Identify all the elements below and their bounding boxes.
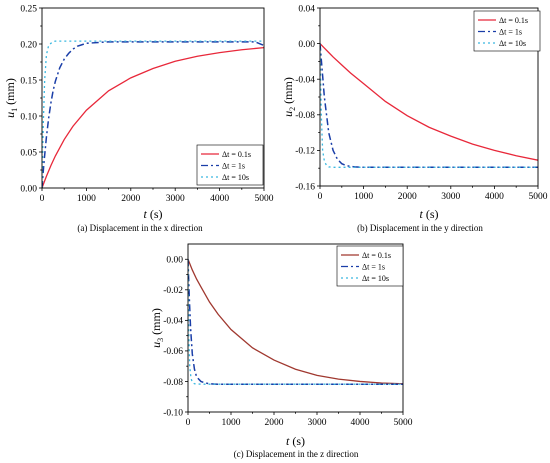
series-line-1 <box>320 43 538 161</box>
x-tick-label: 1000 <box>77 194 96 204</box>
y-axis-label: u1 (mm) <box>3 78 19 118</box>
x-axis-label: t (s) <box>419 207 438 221</box>
x-tick-label: 1000 <box>354 192 373 202</box>
legend: Δt = 0.1s Δt = 1s Δt = 10s <box>336 245 404 287</box>
y-tick-label: 0.05 <box>20 148 37 158</box>
y-tick-label: 0.00 <box>20 184 37 194</box>
y-tick-label: 0.00 <box>298 40 315 50</box>
panel-caption: (b) Displacement in the y direction <box>357 223 483 233</box>
y-tick-label: 0.25 <box>20 4 37 14</box>
x-tick-label: 0 <box>40 194 45 204</box>
y-tick-label: -0.04 <box>295 76 315 86</box>
legend-label-3: Δt = 10s <box>222 173 249 182</box>
series-line-2 <box>42 41 264 188</box>
series-line-2 <box>188 259 403 385</box>
y-tick-label: -0.02 <box>163 286 183 296</box>
chart-panel-1: 0 1000 2000 3000 4000 5000 0.00 0.05 0.10 0.15 0.2… <box>3 4 274 233</box>
x-tick-label: 5000 <box>394 418 413 428</box>
x-tick-label: 3000 <box>308 418 327 428</box>
y-axis-label: u3 (mm) <box>149 308 165 348</box>
chart-panel-3: 0 1000 2000 3000 4000 5000 -0.10 -0.08 -0.06 -0.0… <box>149 243 413 459</box>
x-axis-label: t (s) <box>286 434 305 448</box>
legend-label-2: Δt = 1s <box>499 27 522 36</box>
y-tick-label: 0.20 <box>20 40 37 50</box>
x-tick-label: 0 <box>186 418 191 428</box>
legend-label-2: Δt = 1s <box>362 262 385 271</box>
x-tick-label: 3000 <box>166 194 185 204</box>
y-tick-label: 0.15 <box>20 76 37 86</box>
legend-label-1: Δt = 0.1s <box>499 16 528 25</box>
x-tick-label: 4000 <box>485 192 504 202</box>
series-line-1 <box>42 46 264 188</box>
series-line-2 <box>320 43 538 169</box>
x-tick-label: 4000 <box>210 194 229 204</box>
legend-label-1: Δt = 0.1s <box>222 150 251 159</box>
legend: Δt = 0.1s Δt = 1s Δt = 10s <box>473 10 541 52</box>
y-tick-label: 0.04 <box>298 4 315 14</box>
legend-label-2: Δt = 1s <box>222 161 245 170</box>
series-line-1 <box>188 259 403 385</box>
y-tick-label: -0.08 <box>295 111 315 121</box>
x-tick-label: 2000 <box>398 192 417 202</box>
legend: Δt = 0.1s Δt = 1s Δt = 10s <box>196 144 264 186</box>
x-tick-label: 1000 <box>222 418 241 428</box>
x-tick-label: 2000 <box>121 194 140 204</box>
series-line-3 <box>188 259 403 385</box>
y-tick-label: -0.10 <box>163 408 183 418</box>
x-tick-label: 2000 <box>265 418 284 428</box>
x-tick-label: 3000 <box>441 192 460 202</box>
panel-caption: (c) Displacement in the z direction <box>234 449 359 459</box>
panel-caption: (a) Displacement in the x direction <box>77 223 203 233</box>
y-tick-label: -0.06 <box>163 347 183 357</box>
legend-label-3: Δt = 10s <box>499 39 526 48</box>
chart-panel-2: 0 1000 2000 3000 4000 5000 -0.16 -0.12 -0.08 -0.0… <box>281 4 548 233</box>
y-axis-label: u2 (mm) <box>281 77 297 117</box>
y-tick-label: 0.10 <box>20 112 37 122</box>
x-tick-label: 0 <box>318 192 323 202</box>
y-tick-label: -0.12 <box>295 147 315 157</box>
x-tick-label: 5000 <box>255 194 274 204</box>
x-tick-label: 5000 <box>529 192 548 202</box>
y-tick-label: -0.04 <box>163 317 183 327</box>
x-tick-label: 4000 <box>351 418 370 428</box>
legend-label-1: Δt = 0.1s <box>362 251 391 260</box>
x-axis-label: t (s) <box>143 207 162 221</box>
legend-label-3: Δt = 10s <box>362 274 389 283</box>
y-tick-label: -0.08 <box>163 378 183 388</box>
y-tick-label: -0.16 <box>295 182 315 192</box>
y-tick-label: 0.00 <box>166 256 183 266</box>
series-line-3 <box>320 43 538 168</box>
